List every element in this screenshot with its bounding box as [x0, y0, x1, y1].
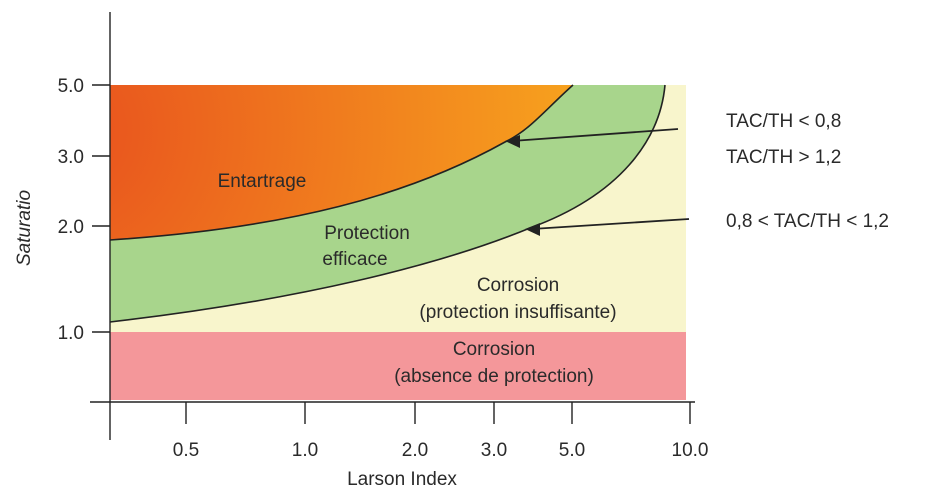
- y-tick-label-3: 3.0: [58, 147, 84, 168]
- upper-annotation-arrow: [511, 128, 679, 142]
- upper-arrowhead: [505, 135, 520, 148]
- corrosion-absence-region: [110, 332, 686, 400]
- y-axis-title: Saturatio: [14, 190, 35, 266]
- x-tick-label-2-0: 2.0: [402, 440, 428, 461]
- protection-label-line2: efficace: [322, 249, 387, 270]
- annotation-lower: 0,8 < TAC/TH < 1,2: [726, 211, 889, 232]
- y-tick-label-1: 1.0: [58, 323, 84, 344]
- x-tick-label-1-0: 1.0: [292, 440, 318, 461]
- lower-arrowhead: [525, 223, 540, 236]
- annotation-upper-line2: TAC/TH > 1,2: [726, 147, 841, 168]
- corrosion-insufficient-label-line2: (protection insuffisante): [419, 302, 616, 323]
- x-axis-title: Larson Index: [347, 469, 457, 488]
- annotation-upper-line1: TAC/TH < 0,8: [726, 111, 841, 132]
- x-tick-label-5-0: 5.0: [559, 440, 585, 461]
- y-tick-label-5: 5.0: [58, 76, 84, 97]
- lower-annotation-arrow: [531, 218, 690, 230]
- x-tick-label-10-0: 10.0: [672, 440, 709, 461]
- corrosion-absence-label-line1: Corrosion: [453, 339, 535, 360]
- entartrage-region: [110, 85, 573, 240]
- lower-boundary-curve: [109, 84, 666, 323]
- corrosion-insufficient-label-line1: Corrosion: [477, 275, 559, 296]
- entartrage-label: Entartrage: [218, 171, 307, 192]
- protection-label-line1: Protection: [324, 223, 410, 244]
- x-tick-label-0-5: 0.5: [173, 440, 199, 461]
- y-tick-label-2: 2.0: [58, 217, 84, 238]
- x-tick-label-3-0: 3.0: [481, 440, 507, 461]
- corrosion-absence-label-line2: (absence de protection): [394, 366, 594, 387]
- upper-boundary-curve: [109, 84, 574, 241]
